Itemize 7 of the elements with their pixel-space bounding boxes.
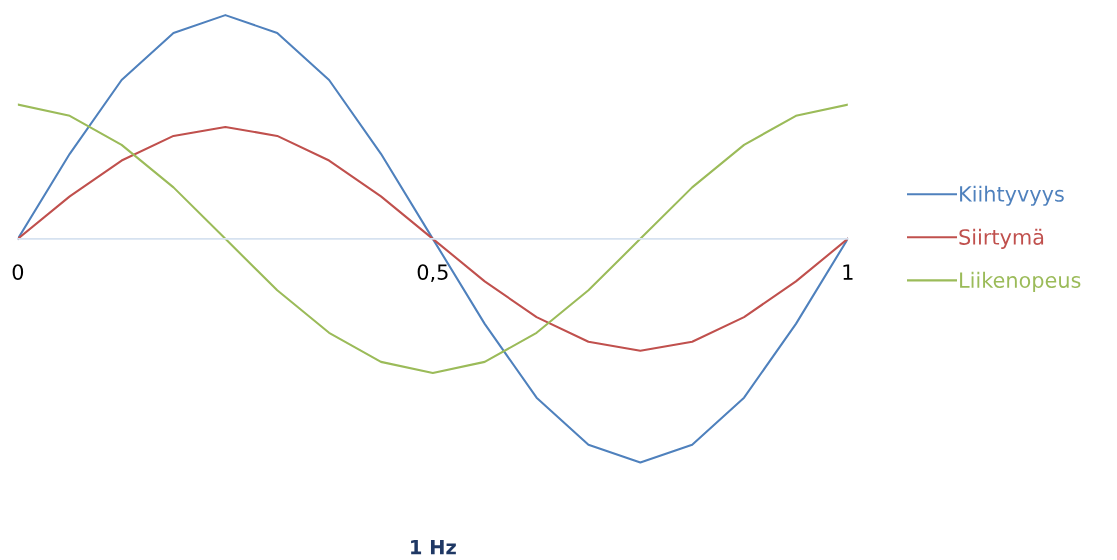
- x-tick-label: 0,5: [417, 264, 448, 283]
- x-axis-title: 1 Hz: [411, 539, 456, 555]
- legend-label: Kiihtyvyys: [960, 185, 1064, 206]
- legend-label: Liikenopeus: [960, 271, 1081, 292]
- legend-label: Siirtymä: [959, 228, 1044, 249]
- x-tick-label: 1: [843, 264, 853, 280]
- x-tick-label: 0: [12, 264, 24, 280]
